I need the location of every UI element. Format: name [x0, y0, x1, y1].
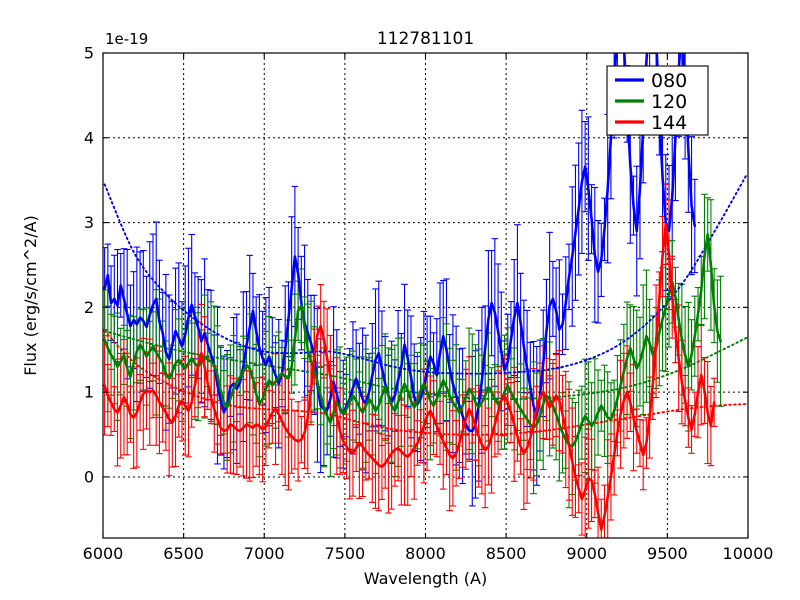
series-line-120: [103, 233, 722, 448]
y-tick-label: 3: [84, 213, 94, 232]
y-tick-label: 2: [84, 298, 94, 317]
y-tick-label: 1: [84, 383, 94, 402]
x-tick-label: 7000: [244, 544, 285, 563]
x-tick-label: 7500: [325, 544, 366, 563]
trend-line-080-trend: [103, 174, 748, 375]
y-tick-label: 0: [84, 467, 94, 486]
axis-ticks: 6000 6500 7000 7500 8000 8500 9000 9500 10000012…: [83, 44, 774, 564]
y-tick-label: 5: [84, 44, 94, 63]
x-tick-label: 8000: [405, 544, 446, 563]
legend-item-120[interactable]: 120: [615, 91, 687, 113]
legend-label-080: 080: [651, 70, 687, 92]
legend-item-080[interactable]: 080: [615, 70, 687, 92]
trend-line-144-trend: [103, 330, 748, 436]
x-tick-label: 6000: [83, 544, 124, 563]
data-series: [103, 53, 722, 531]
trend-lines: [103, 174, 748, 436]
x-axis-label: Wavelength (A): [364, 569, 487, 588]
series-line-080: [103, 53, 697, 433]
legend-label-120: 120: [651, 91, 687, 113]
x-tick-label: 10000: [723, 544, 774, 563]
legend-item-144[interactable]: 144: [615, 112, 687, 134]
x-tick-label: 6500: [163, 544, 204, 563]
legend-label-144: 144: [651, 112, 687, 134]
trend-line-120-trend: [103, 330, 748, 401]
y-tick-label: 4: [84, 128, 94, 147]
page-title: 112781101: [377, 29, 474, 49]
x-tick-label: 9500: [647, 544, 688, 563]
y-axis-label: Flux (erg/s/cm^2/A): [21, 215, 40, 376]
series-line-144: [103, 222, 716, 531]
x-tick-label: 9000: [566, 544, 607, 563]
y-axis-offset-label: 1e-19: [105, 30, 148, 48]
x-tick-label: 8500: [486, 544, 527, 563]
